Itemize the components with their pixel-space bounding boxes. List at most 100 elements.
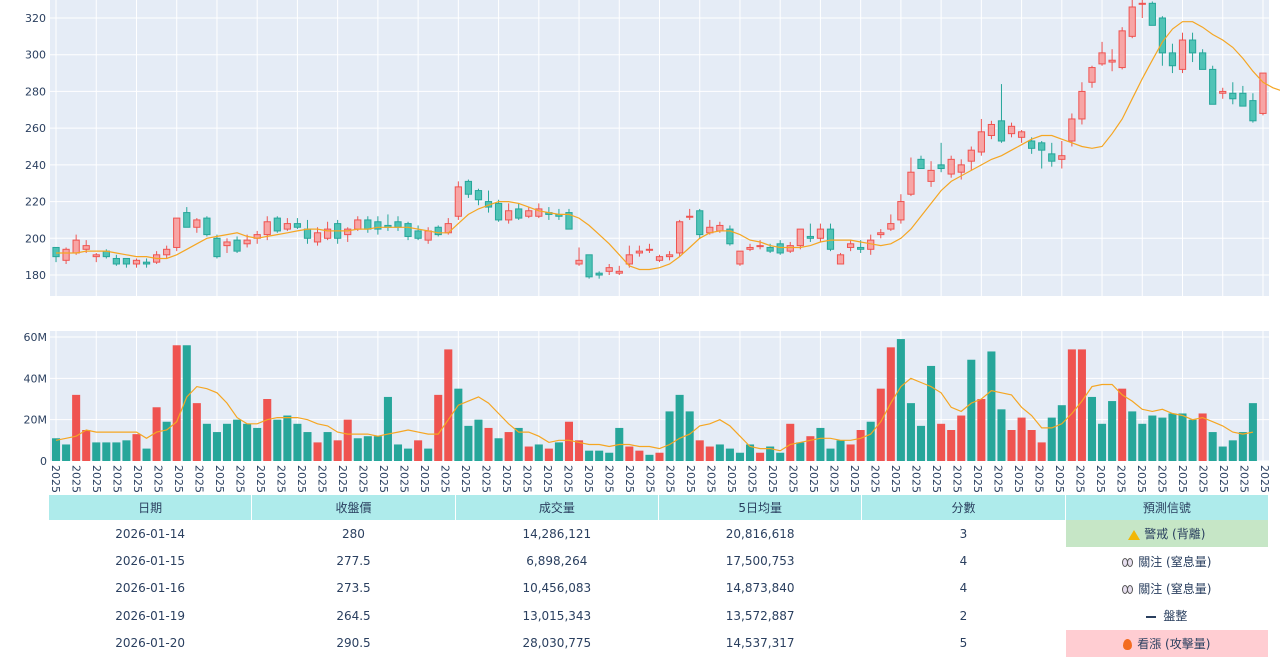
x-tick-label: 2025 bbox=[500, 465, 513, 493]
cell-date: 2026-01-16 bbox=[115, 581, 186, 596]
volume-bar bbox=[122, 440, 131, 461]
x-tick-label: 2025 bbox=[766, 465, 779, 493]
cell-volume: 28,030,775 bbox=[522, 636, 592, 651]
volume-bar bbox=[1178, 413, 1187, 461]
candle-body bbox=[1229, 92, 1237, 100]
volume-bar bbox=[182, 345, 191, 461]
volume-bar bbox=[725, 448, 734, 461]
signal-table: 日期 收盤價 成交量 5日均量 分數 預測信號 2026-01-14 280 1… bbox=[48, 495, 1269, 657]
volume-bar bbox=[1087, 396, 1097, 461]
x-tick-label: 2025 bbox=[1033, 465, 1046, 493]
candle-body bbox=[505, 210, 513, 221]
candle-body bbox=[193, 219, 201, 228]
candle-body bbox=[374, 221, 382, 230]
x-tick-label: 2025 bbox=[705, 465, 718, 493]
volume-y-tick-label: 20M bbox=[24, 414, 48, 427]
candle-body bbox=[575, 259, 583, 265]
candle-body bbox=[1068, 118, 1076, 142]
cell-signal: 關注 (窒息量) bbox=[1066, 547, 1268, 574]
volume-bar bbox=[464, 425, 473, 461]
volume-bar bbox=[977, 399, 986, 461]
eyes-icon bbox=[1122, 558, 1134, 568]
volume-bar bbox=[514, 427, 523, 461]
x-tick-label: 2025 bbox=[213, 465, 226, 493]
candle-body bbox=[243, 239, 251, 245]
volume-bar bbox=[605, 452, 614, 461]
candle-body bbox=[786, 245, 794, 252]
volume-bar bbox=[273, 419, 282, 461]
volume-bar bbox=[836, 440, 845, 461]
volume-bar bbox=[323, 432, 332, 461]
volume-bar bbox=[373, 436, 382, 461]
candle-body bbox=[997, 120, 1006, 142]
warning-icon bbox=[1128, 529, 1141, 540]
x-tick-label: 2025 bbox=[602, 465, 615, 493]
cell-volume: 13,015,343 bbox=[522, 608, 592, 623]
candle-body bbox=[364, 219, 372, 230]
candle-body bbox=[1249, 100, 1257, 122]
volume-bar bbox=[896, 339, 905, 461]
volume-bar bbox=[575, 440, 584, 461]
volume-bar bbox=[554, 442, 563, 461]
candle-body bbox=[1118, 30, 1126, 69]
candle-body bbox=[1078, 90, 1086, 120]
candle-body bbox=[313, 232, 322, 243]
candle-body bbox=[1017, 131, 1026, 138]
price-y-tick-label: 200 bbox=[25, 232, 46, 245]
candle-body bbox=[293, 223, 302, 228]
cell-score: 2 bbox=[959, 608, 968, 623]
candle-body bbox=[1158, 17, 1167, 54]
x-tick-label: 2025 bbox=[1238, 465, 1251, 493]
candle-body bbox=[1058, 155, 1066, 160]
volume-moving-average-line bbox=[55, 377, 1254, 452]
volume-bar bbox=[735, 452, 744, 461]
x-tick-label: 2025 bbox=[274, 465, 287, 493]
x-tick-label: 2025 bbox=[479, 465, 492, 493]
candle-body bbox=[233, 239, 241, 252]
signal-text: 看漲 (攻擊量) bbox=[1137, 636, 1211, 651]
volume-bar bbox=[303, 432, 312, 461]
x-tick-label: 2025 bbox=[1135, 465, 1148, 493]
volume-bar bbox=[916, 425, 926, 461]
candle-body bbox=[776, 243, 784, 254]
candle-body bbox=[1098, 52, 1106, 65]
cell-date: 2026-01-20 bbox=[115, 636, 186, 651]
candle-body bbox=[82, 245, 90, 250]
x-axis-tick-labels: 2025 2025 2025 2025 2025 2025 2025 2025 2025 2025… bbox=[49, 465, 1271, 493]
volume-bar bbox=[1238, 432, 1247, 461]
candle-body bbox=[806, 235, 814, 239]
candle-body bbox=[937, 164, 945, 170]
candlestick-series bbox=[52, 0, 1267, 279]
candle-body bbox=[907, 171, 915, 195]
volume-bar bbox=[1208, 432, 1217, 461]
x-tick-label: 2025 bbox=[172, 465, 185, 493]
header-score: 分數 bbox=[862, 495, 1065, 520]
cell-avg5: 14,537,317 bbox=[725, 636, 795, 651]
header-avg5: 5日均量 bbox=[658, 495, 862, 520]
volume-bar bbox=[233, 419, 242, 461]
volume-bar bbox=[494, 438, 503, 461]
volume-bar bbox=[474, 419, 483, 461]
price-y-tick-label: 260 bbox=[25, 122, 46, 135]
x-tick-label: 2025 bbox=[623, 465, 636, 493]
candle-body bbox=[836, 254, 845, 265]
candle-body bbox=[746, 246, 754, 250]
volume-bar bbox=[1047, 417, 1056, 461]
candle-body bbox=[716, 224, 724, 232]
volume-bar bbox=[293, 423, 302, 461]
candle-body bbox=[1128, 6, 1136, 37]
table-row: 2026-01-16 273.5 10,456,083 14,873,840 4… bbox=[49, 575, 1268, 602]
volume-bar bbox=[524, 446, 533, 461]
candle-body bbox=[645, 248, 654, 251]
cell-close: 277.5 bbox=[336, 554, 371, 569]
cell-volume: 14,286,121 bbox=[522, 526, 592, 541]
volume-bar bbox=[534, 444, 543, 461]
table-row: 2026-01-14 280 14,286,121 20,816,618 3 警… bbox=[49, 520, 1268, 548]
volume-bar bbox=[1198, 413, 1207, 461]
x-tick-label: 2025 bbox=[1156, 465, 1169, 493]
x-tick-label: 2025 bbox=[992, 465, 1005, 493]
candle-body bbox=[1178, 39, 1187, 70]
candle-body bbox=[404, 223, 412, 237]
cell-date: 2026-01-14 bbox=[115, 526, 186, 541]
cell-score: 4 bbox=[959, 581, 968, 596]
